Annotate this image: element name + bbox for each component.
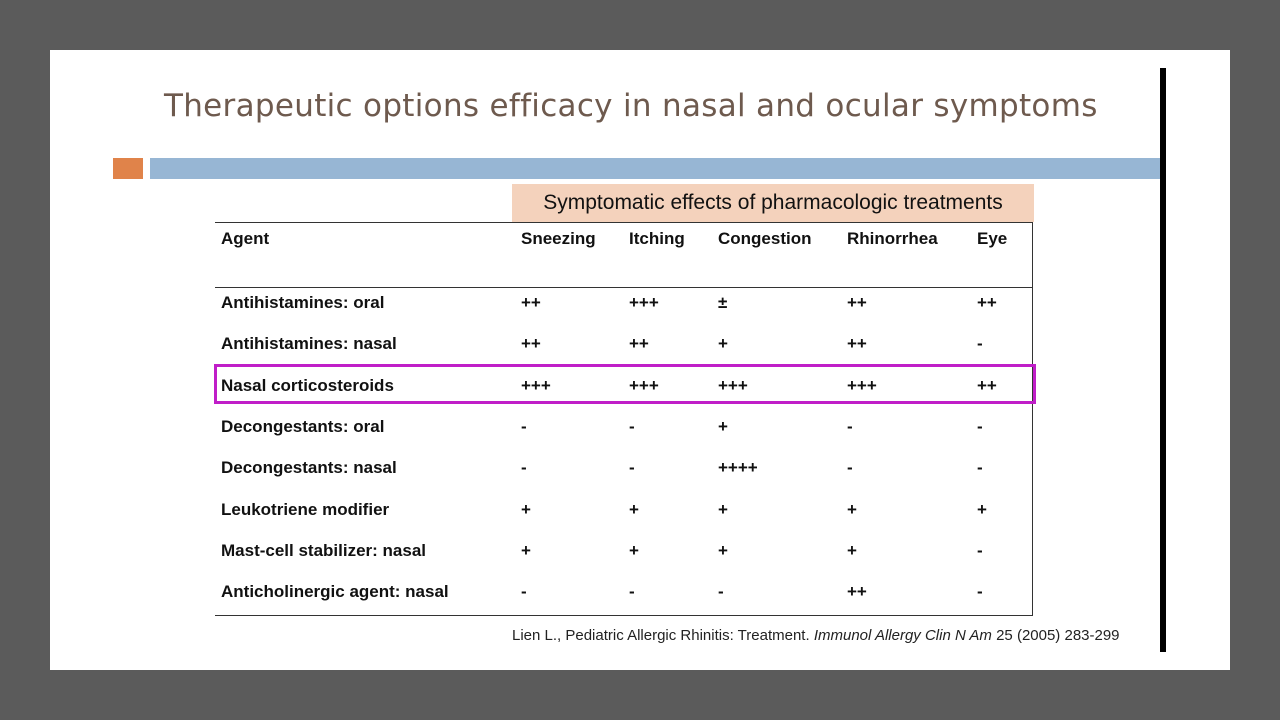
efficacy-cell: -: [629, 582, 635, 601]
efficacy-cell: +: [847, 500, 857, 519]
efficacy-cell: +: [629, 500, 639, 519]
column-header-rhinorrhea: Rhinorrhea: [847, 229, 938, 248]
efficacy-cell: +: [629, 541, 639, 560]
efficacy-cell: +: [977, 500, 987, 519]
column-header-sneezing: Sneezing: [521, 229, 596, 248]
efficacy-cell: +: [718, 334, 728, 353]
efficacy-table: [215, 222, 1033, 616]
efficacy-cell: +++: [629, 376, 659, 395]
column-header-congestion: Congestion: [718, 229, 812, 248]
title-accent-square: [113, 158, 143, 179]
column-header-agent: Agent: [221, 229, 270, 248]
efficacy-cell: +: [718, 541, 728, 560]
efficacy-cell: +: [718, 417, 728, 436]
efficacy-cell: ++: [847, 293, 867, 312]
efficacy-cell: +: [521, 500, 531, 519]
agent-cell: Anticholinergic agent: nasal: [221, 582, 449, 601]
efficacy-cell: -: [629, 417, 635, 436]
column-header-eye: Eye: [977, 229, 1008, 248]
right-border-rule: [1160, 68, 1166, 652]
citation-authors: Lien L., Pediatric Allergic Rhinitis: Tr…: [512, 627, 810, 644]
citation: Lien L., Pediatric Allergic Rhinitis: Tr…: [512, 627, 1120, 644]
efficacy-cell: -: [847, 417, 853, 436]
efficacy-cell: -: [847, 458, 853, 477]
efficacy-cell: -: [521, 458, 527, 477]
efficacy-cell: ++: [977, 376, 997, 395]
efficacy-cell: +++: [629, 293, 659, 312]
efficacy-cell: ++: [977, 293, 997, 312]
efficacy-cell: +++: [718, 376, 748, 395]
citation-journal: Immunol Allergy Clin N Am: [813, 627, 992, 644]
column-header-itching: Itching: [629, 229, 685, 248]
efficacy-cell: +++: [847, 376, 877, 395]
efficacy-cell: +: [718, 500, 728, 519]
slide: Therapeutic options efficacy in nasal an…: [50, 50, 1230, 670]
agent-cell: Leukotriene modifier: [221, 500, 390, 519]
efficacy-cell: ±: [718, 293, 728, 312]
agent-cell: Decongestants: nasal: [221, 458, 397, 477]
efficacy-cell: -: [521, 582, 527, 601]
efficacy-cell: -: [977, 334, 983, 353]
efficacy-cell: -: [718, 582, 724, 601]
title-accent-bar: [150, 158, 1160, 179]
agent-cell: Antihistamines: nasal: [221, 334, 397, 353]
agent-cell: Mast-cell stabilizer: nasal: [221, 541, 427, 560]
highlight-box: [214, 364, 1036, 404]
efficacy-cell: ++: [847, 582, 867, 601]
efficacy-cell: -: [977, 458, 983, 477]
table-header-divider: [215, 287, 1033, 288]
efficacy-cell: -: [977, 417, 983, 436]
efficacy-cell: +: [847, 541, 857, 560]
agent-cell: Antihistamines: oral: [221, 293, 385, 312]
efficacy-cell: +: [521, 541, 531, 560]
citation-details: 25 (2005) 283-299: [996, 627, 1120, 644]
efficacy-cell: -: [977, 582, 983, 601]
efficacy-cell: ++: [521, 293, 541, 312]
efficacy-cell: ++: [847, 334, 867, 353]
agent-cell: Nasal corticosteroids: [221, 376, 394, 395]
efficacy-cell: -: [629, 458, 635, 477]
efficacy-cell: -: [521, 417, 527, 436]
efficacy-cell: ++: [521, 334, 541, 353]
efficacy-cell: +++: [521, 376, 551, 395]
efficacy-cell: ++: [629, 334, 649, 353]
table-caption: Symptomatic effects of pharmacologic tre…: [512, 184, 1034, 222]
slide-title: Therapeutic options efficacy in nasal an…: [164, 88, 1098, 124]
efficacy-cell: ++++: [718, 458, 758, 477]
agent-cell: Decongestants: oral: [221, 417, 385, 436]
efficacy-cell: -: [977, 541, 983, 560]
